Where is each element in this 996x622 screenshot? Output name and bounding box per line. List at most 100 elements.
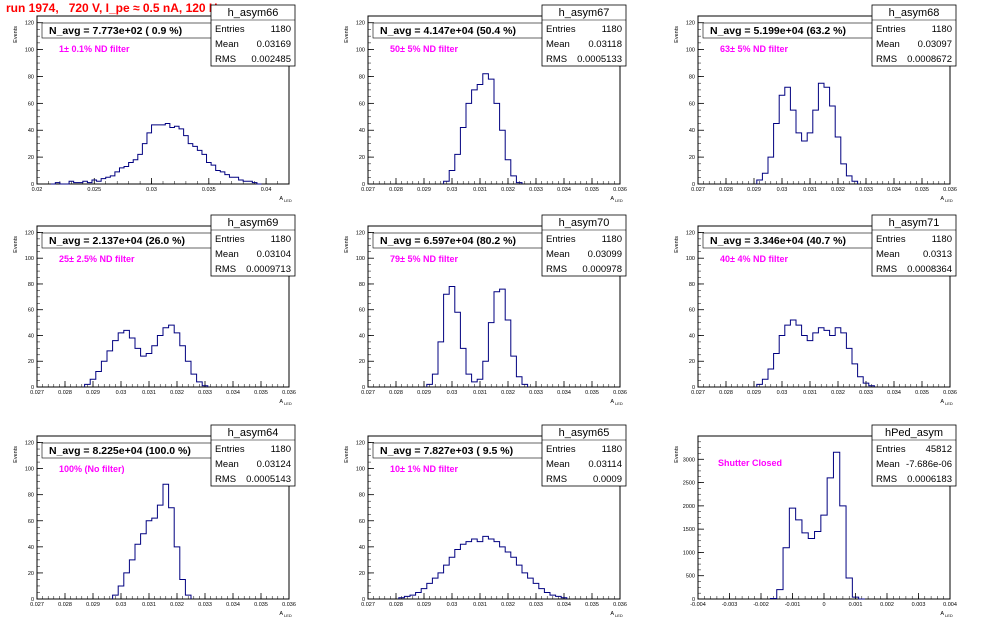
x-axis-label: A — [610, 196, 614, 202]
x-axis-label: A — [940, 399, 944, 405]
y-tick-label: 40 — [359, 333, 365, 339]
y-tick-label: 500 — [686, 574, 695, 580]
x-tick-label: 0.031 — [142, 602, 156, 608]
stats-key: Entries — [876, 234, 906, 245]
plot-frame — [367, 15, 621, 185]
x-axis-subscript: LED — [284, 401, 292, 406]
stats-value: 0.0005143 — [246, 474, 291, 485]
y-tick-label: 60 — [28, 308, 34, 314]
x-tick-label: 0.035 — [585, 390, 599, 396]
histogram-line-h_asym70 — [426, 286, 529, 387]
x-tick-label: 0.033 — [529, 390, 543, 396]
x-tick-label: 0.036 — [943, 187, 957, 193]
stats-key: RMS — [876, 264, 897, 275]
x-axis-label: A — [610, 399, 614, 405]
stats-value: 0.03118 — [588, 39, 622, 50]
y-tick-label: 0 — [692, 597, 695, 603]
stats-value: 45812 — [926, 444, 952, 455]
stats-value: 0.0009 — [593, 474, 622, 485]
x-tick-label: 0.036 — [282, 602, 296, 608]
y-tick-label: 20 — [359, 571, 365, 577]
x-tick-label: 0.028 — [719, 187, 733, 193]
histogram-panel-h_asym68: 0 20 40 60 80 100 120 0.027 0.028 0.029 0.03 0.031 0… — [674, 4, 957, 203]
x-tick-label: 0.02 — [32, 187, 43, 193]
stats-key: Mean — [546, 249, 570, 260]
x-tick-label: 0.029 — [747, 187, 761, 193]
histogram-panel-h_asym65: 0 20 40 60 80 100 120 0.027 0.028 0.029 0.03 0.031 0… — [344, 424, 627, 618]
x-tick-label: 0.004 — [943, 602, 957, 608]
y-tick-label: 20 — [689, 359, 695, 365]
histogram-line-h_asym68 — [756, 82, 859, 184]
stats-key: RMS — [215, 474, 236, 485]
stats-value: 0.03097 — [918, 39, 952, 50]
stats-box — [871, 214, 957, 277]
y-tick-label: 80 — [28, 74, 34, 80]
x-tick-label: 0.035 — [254, 602, 268, 608]
x-tick-label: 0.035 — [915, 390, 929, 396]
stats-title: h_asym65 — [559, 427, 610, 439]
y-tick-label: 2000 — [683, 504, 695, 510]
x-tick-label: 0.035 — [254, 390, 268, 396]
x-tick-label: 0.03 — [116, 390, 127, 396]
stats-key: RMS — [876, 474, 897, 485]
stats-title: h_asym70 — [559, 217, 610, 229]
stats-value: 0.000978 — [582, 264, 622, 275]
stats-key: Mean — [876, 459, 900, 470]
y-tick-label: 100 — [356, 256, 365, 262]
x-tick-label: 0.036 — [943, 390, 957, 396]
histogram-panel-h_asym64: 0 20 40 60 80 100 120 0.027 0.028 0.029 0.03 0.031 0… — [13, 424, 296, 618]
y-tick-label: 0 — [692, 182, 695, 188]
y-tick-label: 60 — [28, 101, 34, 107]
y-tick-label: 20 — [28, 155, 34, 161]
plot-frame — [367, 435, 621, 600]
x-tick-label: 0.032 — [501, 187, 515, 193]
x-tick-label: 0.03 — [116, 602, 127, 608]
histogram-line-hPed_asym — [769, 451, 865, 600]
y-tick-label: 120 — [686, 230, 695, 236]
x-tick-label: 0.027 — [361, 187, 375, 193]
y-axis-label: Events — [344, 236, 350, 253]
y-axis-label: Events — [674, 236, 680, 253]
y-tick-label: 40 — [359, 545, 365, 551]
y-tick-label: 80 — [359, 282, 365, 288]
x-tick-label: 0.032 — [831, 390, 845, 396]
header-text: N_avg = 3.346e+04 (40.7 %) — [710, 235, 846, 247]
y-tick-label: 40 — [28, 545, 34, 551]
x-tick-label: 0.033 — [859, 390, 873, 396]
x-tick-label: 0.031 — [473, 187, 487, 193]
x-tick-label: 0.029 — [417, 390, 431, 396]
x-tick-label: 0.032 — [501, 602, 515, 608]
stats-title: hPed_asym — [885, 427, 943, 439]
stats-key: RMS — [546, 54, 567, 65]
x-tick-label: 0.033 — [198, 390, 212, 396]
stats-key: Entries — [876, 24, 906, 35]
stats-value: 0.002485 — [251, 54, 291, 65]
plot-frame — [367, 225, 621, 388]
x-axis-subscript: LED — [284, 613, 292, 618]
stats-value: 0.0008672 — [907, 54, 952, 65]
x-tick-label: 0.001 — [849, 602, 863, 608]
header-text: N_avg = 2.137e+04 (26.0 %) — [49, 235, 185, 247]
x-tick-label: 0.036 — [613, 602, 627, 608]
stats-title: h_asym67 — [559, 7, 610, 19]
y-tick-label: 100 — [356, 48, 365, 54]
plot-frame — [697, 225, 951, 388]
x-tick-label: 0 — [822, 602, 825, 608]
y-tick-label: 0 — [31, 182, 34, 188]
x-tick-label: 0.027 — [30, 390, 44, 396]
y-tick-label: 120 — [356, 230, 365, 236]
x-tick-label: 0.002 — [880, 602, 894, 608]
x-tick-label: 0.03 — [777, 390, 788, 396]
histogram-panel-h_asym70: 0 20 40 60 80 100 120 0.027 0.028 0.029 0.03 0.031 0… — [344, 214, 627, 406]
y-tick-label: 1000 — [683, 550, 695, 556]
x-tick-label: 0.032 — [501, 390, 515, 396]
stats-title: h_asym68 — [889, 7, 940, 19]
filter-label: 50± 5% ND filter — [390, 44, 458, 54]
stats-key: Mean — [215, 249, 239, 260]
x-tick-label: -0.003 — [722, 602, 738, 608]
stats-key: RMS — [876, 54, 897, 65]
filter-label: Shutter Closed — [718, 458, 782, 468]
y-axis-label: Events — [674, 446, 680, 463]
x-tick-label: 0.029 — [417, 187, 431, 193]
